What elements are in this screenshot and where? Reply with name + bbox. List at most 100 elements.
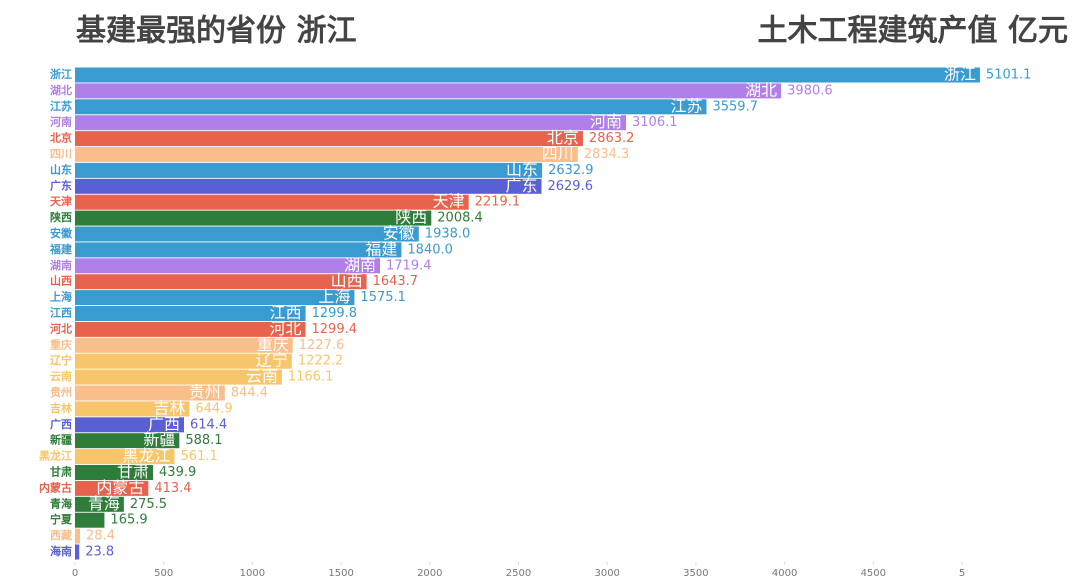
value-label: 1840.0 xyxy=(407,242,453,257)
bar-name-label: 浙江 xyxy=(944,65,976,84)
value-label: 2863.2 xyxy=(589,131,635,146)
bar xyxy=(75,385,225,401)
y-tick-label: 北京 xyxy=(50,131,72,145)
y-tick-label: 湖南 xyxy=(50,258,72,272)
y-tick-label: 贵州 xyxy=(50,385,72,399)
y-tick-label: 天津 xyxy=(50,194,72,208)
value-label: 413.4 xyxy=(154,481,191,496)
value-label: 614.4 xyxy=(190,417,227,432)
y-tick-label: 重庆 xyxy=(50,337,72,351)
bar-name-label: 重庆 xyxy=(257,335,289,354)
bar-name-label: 福建 xyxy=(365,239,397,258)
bar-name-label: 河北 xyxy=(269,319,301,338)
x-tick-label: 4000 xyxy=(772,568,797,579)
chart-subtitle: 土木工程建筑产值 亿元 xyxy=(758,14,1068,49)
bar-name-label: 湖南 xyxy=(344,255,376,274)
bar xyxy=(75,401,190,417)
y-tick-label: 广西 xyxy=(50,417,72,431)
value-label: 2629.6 xyxy=(547,179,593,194)
bar-name-label: 青海 xyxy=(88,494,120,513)
bar xyxy=(75,67,980,83)
y-tick-label: 福建 xyxy=(49,242,73,256)
y-tick-label: 四川 xyxy=(50,148,72,161)
y-tick-label: 江苏 xyxy=(50,99,72,113)
y-tick-label: 江西 xyxy=(50,306,72,320)
bar-name-label: 山西 xyxy=(331,271,363,290)
value-label: 5101.1 xyxy=(986,68,1031,83)
bar-name-label: 安徽 xyxy=(383,224,415,243)
y-tick-label: 山西 xyxy=(50,274,72,288)
value-label: 2834.3 xyxy=(584,147,630,162)
bar xyxy=(75,258,381,274)
x-tick-label: 1500 xyxy=(328,568,353,579)
bar xyxy=(75,449,175,465)
bar xyxy=(75,290,355,306)
bar-name-label: 湖北 xyxy=(745,80,777,99)
y-tick-label: 甘肃 xyxy=(50,465,72,479)
bar-name-label: 江苏 xyxy=(670,96,702,115)
value-label: 1938.0 xyxy=(425,227,471,242)
value-label: 1643.7 xyxy=(373,274,419,289)
value-label: 1575.1 xyxy=(360,290,406,305)
y-tick-label: 山东 xyxy=(50,162,72,176)
value-label: 275.5 xyxy=(130,497,167,512)
bar xyxy=(75,417,184,433)
bar-name-label: 辽宁 xyxy=(256,351,288,370)
y-tick-label: 湖北 xyxy=(50,83,72,97)
x-tick-label: 4500 xyxy=(861,568,886,579)
bar-name-label: 山东 xyxy=(506,160,538,179)
bar xyxy=(75,99,707,115)
y-tick-label: 新疆 xyxy=(50,433,72,447)
value-label: 844.4 xyxy=(231,386,268,401)
bar-name-label: 广西 xyxy=(148,414,180,433)
x-tick-label: 0 xyxy=(72,568,78,579)
value-label: 3106.1 xyxy=(632,115,678,130)
bar xyxy=(75,369,282,385)
bar xyxy=(75,162,543,178)
value-label: 2219.1 xyxy=(475,195,521,210)
bar xyxy=(75,337,293,353)
bar xyxy=(75,226,419,242)
x-tick-label: 5 xyxy=(959,568,965,579)
y-tick-label: 陕西 xyxy=(50,210,72,224)
bar xyxy=(75,528,81,544)
x-tick-label: 2000 xyxy=(417,568,442,579)
value-label: 1222.2 xyxy=(298,354,344,369)
y-tick-label: 西藏 xyxy=(50,528,72,542)
bar-name-label: 黑龙江 xyxy=(123,446,171,465)
y-tick-label: 安徽 xyxy=(50,226,73,240)
y-tick-label: 河南 xyxy=(50,115,72,129)
bar-name-label: 新疆 xyxy=(143,430,175,449)
bar xyxy=(75,496,124,512)
bar-name-label: 广东 xyxy=(505,176,537,195)
value-label: 1227.6 xyxy=(299,338,345,353)
value-label: 28.4 xyxy=(86,529,115,544)
bar-name-label: 云南 xyxy=(246,367,278,386)
y-tick-label: 云南 xyxy=(50,369,72,383)
bar-name-label: 江西 xyxy=(270,303,302,322)
y-tick-label: 辽宁 xyxy=(50,353,72,367)
bar xyxy=(75,147,578,162)
bar xyxy=(75,353,292,369)
bar-name-label: 甘肃 xyxy=(117,462,149,481)
y-tick-label: 青海 xyxy=(50,496,72,510)
value-label: 165.9 xyxy=(110,513,147,528)
bar xyxy=(75,480,149,496)
bar xyxy=(75,178,542,194)
bar xyxy=(75,433,180,449)
y-tick-label: 黑龙江 xyxy=(39,449,72,463)
value-label: 1299.4 xyxy=(312,322,358,337)
bar xyxy=(75,544,80,560)
bar xyxy=(75,465,154,480)
value-label: 23.8 xyxy=(85,545,114,560)
bar xyxy=(75,512,105,528)
x-tick-label: 3500 xyxy=(683,568,708,579)
bar xyxy=(75,242,402,258)
bar-name-label: 北京 xyxy=(547,128,579,147)
bar xyxy=(75,83,782,99)
bar xyxy=(75,321,306,337)
value-label: 1719.4 xyxy=(386,258,432,273)
x-tick-label: 2500 xyxy=(506,568,531,579)
y-tick-label: 海南 xyxy=(50,544,72,558)
